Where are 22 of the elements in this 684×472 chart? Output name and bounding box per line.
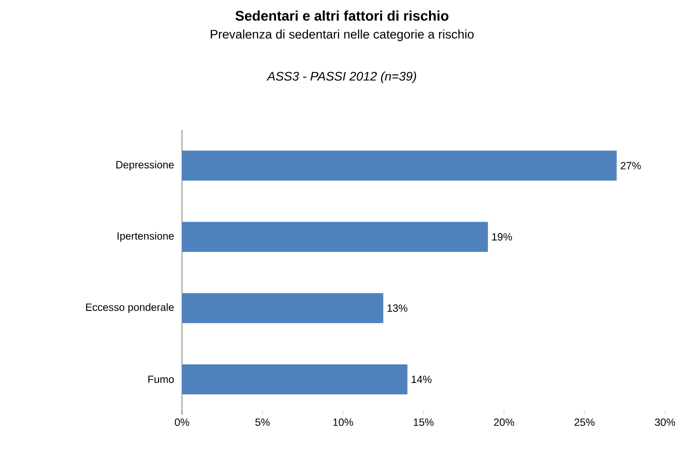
y-tick-label: Fumo [148,376,174,384]
y-tick-label: Depressione [116,160,174,170]
x-tick-label: 30% [654,418,676,426]
x-tick-label: 5% [255,418,270,426]
data-label: 14% [412,376,432,384]
x-tick-label: 25% [574,418,595,426]
data-label: 13% [388,304,408,312]
bar [182,150,617,181]
bar [182,293,384,324]
bar [182,364,408,394]
x-tick-label: 10% [333,418,354,426]
x-tick-label: 15% [414,418,434,426]
data-label: 27% [620,162,641,170]
data-label: 19% [492,233,512,241]
chart-title: Sedentari e altri fattori di rischio [235,10,448,21]
x-tick-label: 0% [174,418,190,426]
text: ASS3 - PASSI 2012 (n=39) [266,71,416,84]
y-tick-label: Eccesso ponderale [86,303,174,313]
chart-subtitle: Prevalenza di sedentari nelle categorie a rischio [210,30,474,42]
x-tick-label: 20% [494,418,514,426]
y-tick-label: Ipertensione [118,232,174,242]
bar [182,222,488,252]
